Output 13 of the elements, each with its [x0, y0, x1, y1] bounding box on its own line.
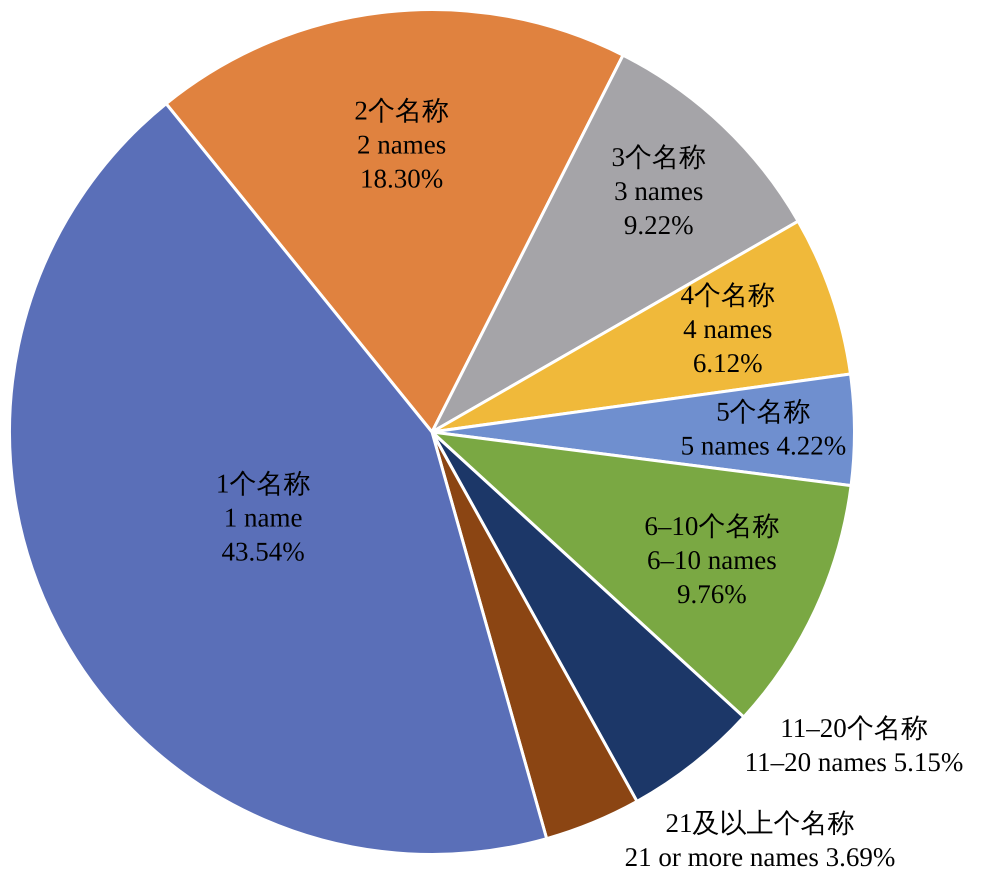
data-label: 43.54%: [222, 536, 305, 567]
slice-label: 2个名称 2 names: [354, 95, 449, 160]
slice-label: 6–10个名称 6–10 names: [644, 510, 780, 575]
data-label: 18.30%: [360, 163, 444, 194]
data-label: 9.76%: [676, 578, 747, 609]
slice-label: 5个名称 5 names 4.22%: [680, 396, 846, 460]
slice-label: 3个名称 3 names: [611, 142, 706, 206]
slice-label: 21及以上个名称 21 or more names 3.69%: [624, 808, 896, 872]
slice-label: 4个名称 4 names: [680, 280, 776, 344]
slice-label: 1个名称 1 name: [216, 468, 310, 533]
data-label: 6.12%: [692, 348, 763, 378]
slice-label: 11–20个名称 11–20 names 5.15%: [744, 712, 964, 777]
data-label: 9.22%: [624, 210, 694, 240]
